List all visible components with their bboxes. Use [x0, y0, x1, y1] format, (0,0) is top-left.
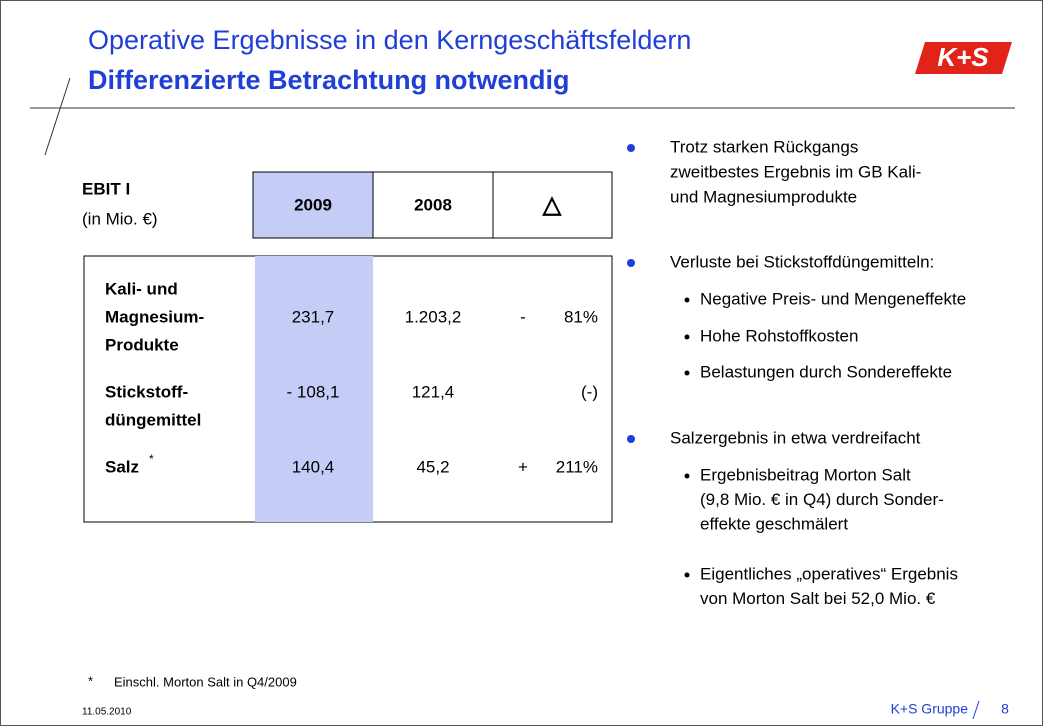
- subtitle: Differenzierte Betrachtung notwendig: [88, 65, 570, 95]
- page-number: 8: [1001, 701, 1009, 717]
- footnote-marker: *: [149, 452, 154, 466]
- sub-bullet-text: von Morton Salt bei 52,0 Mio. €: [700, 589, 936, 608]
- bullet-text: Verluste bei Stickstoffdüngemitteln:: [670, 252, 934, 271]
- sub-bullet-dot: [684, 297, 690, 303]
- footnote: Einschl. Morton Salt in Q4/2009: [114, 674, 297, 689]
- table-label: EBIT I: [82, 179, 130, 198]
- column-header: 2008: [414, 195, 452, 214]
- delta-sign: +: [518, 457, 528, 476]
- sub-bullet-text: Belastungen durch Sondereffekte: [700, 362, 952, 381]
- bullet-text: zweitbestes Ergebnis im GB Kali-: [670, 162, 921, 181]
- row-label: Stickstoff-: [105, 382, 188, 401]
- row-label: düngemittel: [105, 410, 201, 429]
- sub-bullet-text: Negative Preis- und Mengeneffekte: [700, 289, 966, 308]
- logo: [915, 42, 1012, 74]
- bullet-text: Trotz starken Rückgangs: [670, 137, 858, 156]
- delta-sign: -: [520, 307, 526, 326]
- bullet-dot: [627, 144, 635, 152]
- table-unit: (in Mio. €): [82, 209, 158, 228]
- cell: 231,7: [292, 307, 335, 326]
- header-cell: [492, 171, 613, 239]
- bullet-text: und Magnesiumprodukte: [670, 187, 857, 206]
- sub-bullet-text: Hohe Rohstoffkosten: [700, 326, 858, 345]
- bullet-dot: [627, 435, 635, 443]
- header-cell: [252, 171, 374, 239]
- cell: - 108,1: [287, 382, 340, 401]
- sub-bullet-text: (9,8 Mio. € in Q4) durch Sonder-: [700, 490, 944, 509]
- sub-bullet-text: Ergebnisbeitrag Morton Salt: [700, 465, 911, 484]
- company: K+S Gruppe: [891, 701, 969, 717]
- row-label: Produkte: [105, 335, 179, 354]
- cell: 45,2: [416, 457, 449, 476]
- cell: 140,4: [292, 457, 335, 476]
- cell: 121,4: [412, 382, 455, 401]
- date: 11.05.2010: [82, 707, 132, 718]
- column-header: 2009: [294, 195, 332, 214]
- delta: 211%: [556, 457, 598, 476]
- logo-text: K+S: [937, 42, 989, 72]
- title: Operative Ergebnisse in den Kerngeschäft…: [88, 25, 691, 55]
- highlight-column: [255, 256, 373, 522]
- cell: 1.203,2: [405, 307, 462, 326]
- delta: (-): [581, 382, 598, 401]
- sub-bullet-dot: [684, 370, 690, 376]
- bullet-dot: [627, 259, 635, 267]
- sub-bullet-dot: [684, 334, 690, 340]
- row-label: Kali- und: [105, 279, 178, 298]
- bullet-text: Salzergebnis in etwa verdreifacht: [670, 428, 921, 447]
- sub-bullet-text: Eigentliches „operatives“ Ergebnis: [700, 564, 958, 583]
- row-label: Salz: [105, 457, 139, 476]
- sub-bullet-dot: [684, 572, 690, 578]
- delta: 81%: [564, 307, 598, 326]
- column-header: △: [542, 191, 563, 218]
- footer-separator: [972, 700, 980, 720]
- sub-bullet-dot: [684, 473, 690, 479]
- decor-slash: [44, 77, 71, 156]
- header-cell: [372, 171, 494, 239]
- sub-bullet-text: effekte geschmälert: [700, 514, 848, 533]
- footnote-marker: *: [88, 673, 93, 688]
- row-label: Magnesium-: [105, 307, 204, 326]
